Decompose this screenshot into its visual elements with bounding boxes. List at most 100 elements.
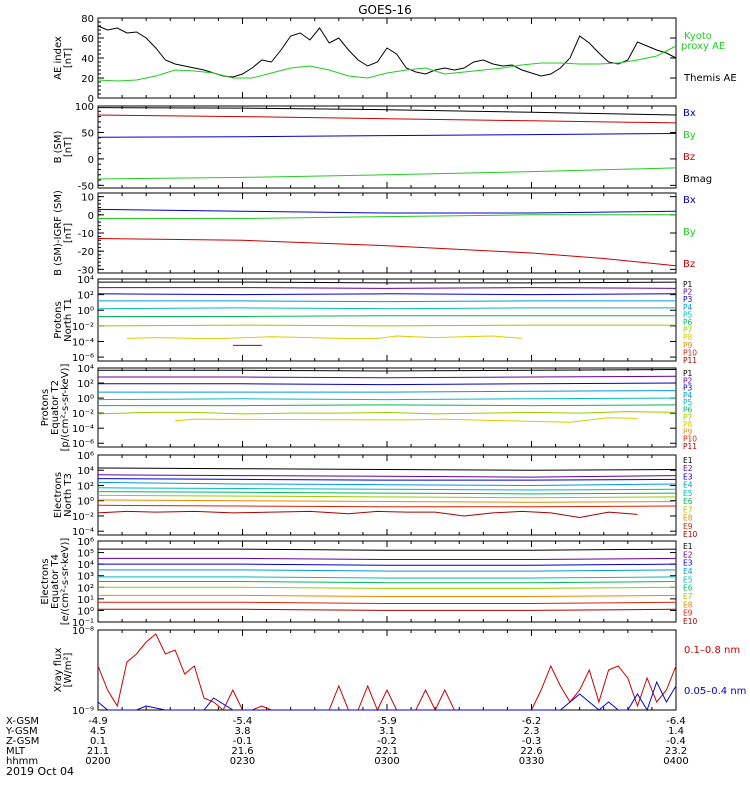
orbit-value: -0.1 [233, 736, 253, 747]
legend-entry: P2 [683, 376, 693, 385]
legend-entry: E1 [683, 456, 693, 465]
y-tick-label: 10 [81, 193, 94, 204]
y-tick-label: 0 [88, 94, 94, 105]
panel-xray: 10⁻⁸ 10⁻⁹ Xray flux [W/m²] 0.1–0.8 nm 0.05–0.… [53, 626, 746, 717]
legend-entry: E9 [683, 609, 693, 618]
series-e3 [97, 478, 677, 481]
y-tick-label: 10⁵ [77, 549, 94, 560]
series-0-1-0-8-nm [97, 633, 677, 712]
legend-entry: E8 [683, 600, 693, 609]
series-p2 [98, 375, 677, 379]
y-tick-label: 80 [81, 14, 94, 25]
orbit-value: 0.1 [90, 736, 106, 747]
y-axis-title: [e/(cm²-s-sr-keV)] [60, 538, 71, 626]
y-tick-label: 10⁰ [77, 497, 94, 508]
series-p7 [97, 411, 677, 415]
y-axis-title: Xray flux [53, 648, 64, 693]
legend-entry: P11 [683, 356, 697, 365]
legend-entry: E5 [683, 489, 693, 498]
legend-entry: P5 [683, 310, 693, 319]
series-bz [97, 114, 677, 124]
orbit-value: -5.4 [233, 716, 253, 727]
y-tick-label: 10⁰ [77, 394, 94, 405]
series-e7 [98, 586, 677, 589]
orbit-value: -4.9 [88, 716, 108, 727]
panel-p_t1: 10⁴ 10² 10⁰ 10⁻² 10⁻⁴ 10⁻⁶ Protons North T1 P1P2… [53, 275, 697, 365]
legend-entry: proxy AE [681, 41, 725, 52]
legend-entry: By [683, 130, 696, 141]
y-tick-label: 10⁻⁸ [72, 626, 94, 637]
series-p1 [98, 369, 677, 372]
y-tick-label: -30 [78, 265, 94, 276]
series-by [97, 167, 677, 180]
orbit-value: -5.9 [377, 716, 397, 727]
legend-entry: P3 [683, 384, 693, 393]
legend-entry: Bz [683, 259, 695, 270]
orbit-value: -6.2 [522, 716, 542, 727]
panel-bigrf: -30 -20 -10 0 10 B (SM)-IGRF (SM) [nT] Bx By Bz [53, 190, 696, 276]
y-tick-label: -20 [78, 247, 94, 258]
y-tick-label: 10⁰ [77, 306, 94, 317]
series-p8 [175, 417, 638, 423]
legend-entry: P9 [683, 341, 693, 350]
legend-entry: P11 [683, 442, 697, 451]
panel-frame [97, 17, 677, 99]
y-tick-label: 10¹ [77, 595, 94, 606]
legend-entry: E2 [683, 550, 693, 559]
y-tick-label: 10⁴ [77, 466, 94, 477]
legend-entry: Bx [683, 195, 696, 206]
series-bz [97, 238, 677, 267]
y-tick-label: 0 [88, 211, 94, 222]
legend-entry: E6 [683, 584, 693, 593]
series-p3 [97, 293, 677, 296]
orbit-value: 1.4 [668, 726, 684, 737]
series-by [98, 214, 676, 219]
series-e4 [97, 481, 677, 487]
y-axis-title: Protons [40, 389, 51, 426]
series-e2 [97, 474, 677, 478]
y-tick-label: 10² [77, 481, 94, 492]
y-tick-label: 10² [77, 291, 94, 302]
date-label: 2019 Oct 04 [6, 765, 74, 778]
orbit-value: 22.1 [376, 746, 398, 757]
orbit-value: 4.5 [90, 726, 106, 737]
series-e1 [98, 548, 677, 551]
legend-entry: E4 [683, 481, 693, 490]
orbit-row-label: Y-GSM [5, 726, 38, 737]
legend-entry: E4 [683, 567, 693, 576]
y-axis-title: North T3 [63, 473, 74, 517]
legend-entry: E10 [683, 617, 698, 626]
legend-entry: E5 [683, 575, 693, 584]
series-themis-ae [97, 25, 677, 78]
series-bx [97, 133, 677, 138]
legend-entry: Bx [683, 108, 696, 119]
y-axis-title: Equator T4 [50, 554, 61, 609]
series-e8 [97, 499, 677, 503]
legend-entry: E8 [683, 514, 693, 523]
y-tick-label: 10⁶ [77, 451, 94, 462]
series-p6 [98, 315, 676, 317]
y-axis-title: Protons [53, 301, 64, 338]
orbit-value: -0.4 [666, 736, 686, 747]
series-p5 [97, 397, 677, 401]
legend-entry: E9 [683, 522, 693, 531]
series-p4 [98, 390, 677, 393]
orbit-row-label: hhmm [6, 756, 38, 767]
legend-entry: P7 [683, 413, 693, 422]
y-axis-title: B (SM) [53, 130, 64, 163]
series-p3 [98, 382, 677, 386]
orbit-value: 21.6 [231, 746, 253, 757]
orbit-row-label: MLT [6, 746, 26, 757]
legend-entry: E1 [683, 542, 693, 551]
legend-entry: P8 [683, 420, 693, 429]
orbit-value: 0400 [663, 756, 688, 767]
y-tick-label: 100 [75, 102, 94, 113]
y-tick-label: 10⁰ [77, 606, 94, 617]
y-tick-label: 10² [77, 379, 94, 390]
legend-entry: P7 [683, 326, 693, 335]
series-e6 [97, 491, 677, 495]
series-e8 [98, 594, 677, 597]
